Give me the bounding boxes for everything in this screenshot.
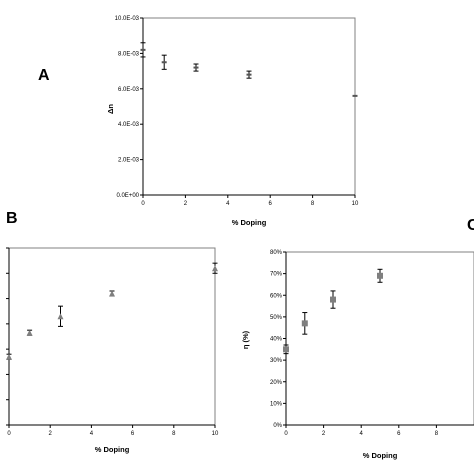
x-tick-label-a: 2	[184, 201, 188, 207]
x-tick-label-b: 0	[7, 431, 11, 437]
x-tick-label-a: 8	[311, 201, 315, 207]
y-tick-label-c: 20%	[270, 380, 283, 386]
x-tick-label-a: 4	[226, 201, 230, 207]
x-axis-title-c: % Doping	[363, 451, 398, 460]
y-axis-title-c: η (%)	[241, 330, 250, 349]
x-tick-label-b: 10	[212, 431, 219, 437]
x-axis-title-a: % Doping	[232, 218, 267, 227]
data-point-b	[109, 290, 115, 297]
data-point-c	[330, 296, 336, 303]
y-tick-label-c: 10%	[270, 401, 283, 407]
y-tick-label-c: 0%	[273, 423, 282, 429]
y-tick-label-c: 80%	[270, 250, 283, 256]
x-tick-label-c: 6	[397, 431, 401, 437]
x-tick-label-c: 0	[284, 431, 288, 437]
data-point-c	[283, 346, 289, 353]
y-tick-label-a: 4.0E-03	[118, 122, 140, 128]
y-tick-label-a: 10.0E-03	[115, 16, 140, 22]
chart-c: 0 2 4 6 80%10%20%30%40%50%60%70%80%% Dopingη…	[241, 250, 474, 460]
y-tick-label-c: 40%	[270, 337, 283, 343]
chart-a: 0 2 4 6 8 10 0.0E+00 2.0E-03 4.0E-03 6.0E-03 8.0E-…	[106, 16, 359, 227]
x-tick-label-b: 2	[49, 431, 53, 437]
y-tick-label-c: 30%	[270, 358, 283, 364]
data-point-b	[26, 329, 33, 336]
data-point-a	[140, 48, 146, 51]
x-tick-label-b: 6	[131, 431, 135, 437]
x-axis-title-b: % Doping	[95, 445, 130, 454]
panel-label-a: A	[38, 67, 50, 84]
panel-label-b: B	[6, 210, 18, 227]
x-tick-label-b: 8	[172, 431, 176, 437]
x-tick-label-b: 4	[90, 431, 94, 437]
y-tick-label-a: 6.0E-03	[118, 87, 140, 93]
y-tick-label-a: 8.0E-03	[118, 51, 140, 57]
x-tick-label-c: 2	[322, 431, 326, 437]
plot-area-b	[8, 247, 216, 426]
x-tick-label-a: 0	[141, 201, 145, 207]
panel-label-c: C	[467, 217, 474, 234]
y-tick-label-a: 2.0E-03	[118, 158, 140, 164]
x-tick-label-c: 4	[360, 431, 364, 437]
data-point-b	[212, 265, 218, 272]
chart-b: 0 2 4 6 8 10 % Doping	[6, 247, 219, 454]
x-tick-label-c: 8	[435, 431, 439, 437]
y-tick-label-c: 50%	[270, 315, 283, 321]
y-tick-label-c: 70%	[270, 272, 283, 278]
data-point-a	[352, 94, 358, 97]
y-tick-label-a: 0.0E+00	[116, 193, 139, 199]
data-point-b	[6, 353, 12, 360]
data-point-b	[57, 313, 64, 320]
data-point-a	[246, 73, 252, 76]
y-tick-label-c: 60%	[270, 293, 283, 299]
x-tick-label-a: 6	[269, 201, 273, 207]
data-point-c	[301, 320, 308, 327]
data-point-c	[377, 272, 383, 279]
x-tick-label-a: 10	[352, 201, 359, 207]
data-point-a	[193, 66, 199, 69]
data-point-a	[161, 61, 167, 64]
plot-area-a	[142, 17, 356, 196]
y-axis-title-a: Δn	[106, 104, 115, 114]
